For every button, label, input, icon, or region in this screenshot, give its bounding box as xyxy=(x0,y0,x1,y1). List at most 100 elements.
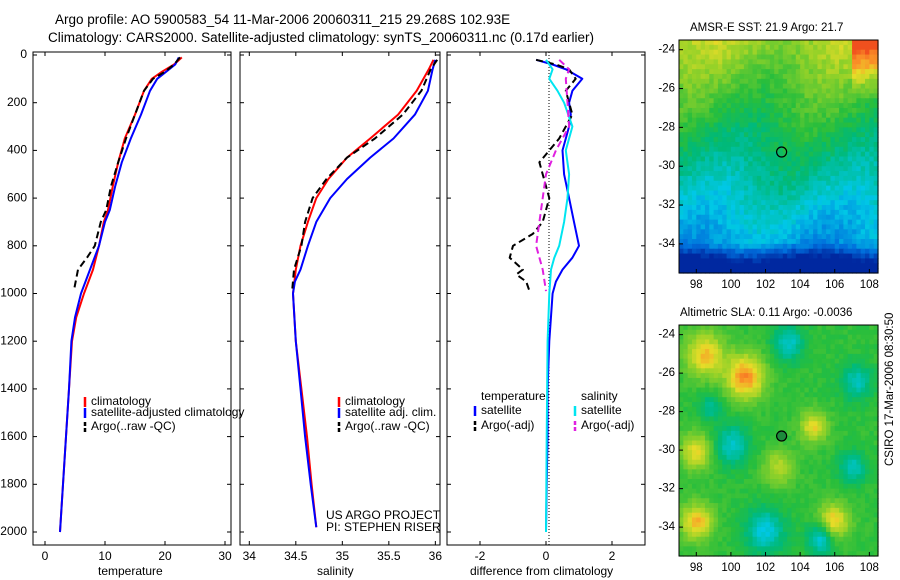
map-cell xyxy=(782,464,788,470)
map-cell xyxy=(679,546,684,552)
map-cell xyxy=(730,344,736,350)
map-cell xyxy=(821,392,827,398)
map-cell xyxy=(730,190,736,196)
map-cell xyxy=(795,112,801,119)
map-cell xyxy=(709,258,715,264)
map-cell xyxy=(700,54,706,61)
map-cell xyxy=(791,402,797,408)
map-cell xyxy=(717,107,723,114)
map-cell xyxy=(860,416,866,422)
map-cell xyxy=(726,334,732,341)
map-cell xyxy=(860,353,866,360)
map-cell xyxy=(808,358,814,365)
map-cell xyxy=(709,387,715,393)
map-cell xyxy=(830,503,836,509)
map-cell xyxy=(800,93,806,99)
map-cell xyxy=(761,161,767,167)
map-cell xyxy=(821,83,827,90)
map-cell xyxy=(860,137,866,143)
map-cell xyxy=(722,78,728,85)
map-cell xyxy=(704,112,710,119)
map-cell xyxy=(709,488,715,495)
map-cell xyxy=(683,44,689,51)
map-cell xyxy=(709,522,715,528)
map-cell xyxy=(752,363,758,369)
map-cell xyxy=(800,59,806,65)
map-cell xyxy=(756,243,762,250)
map-cell xyxy=(817,353,823,360)
map-cell xyxy=(834,435,840,442)
map-cell xyxy=(691,498,697,504)
map-cell xyxy=(869,146,875,153)
map-cell xyxy=(748,248,754,255)
map-cell xyxy=(687,59,693,65)
map-cell xyxy=(873,397,879,403)
map-cell xyxy=(735,268,741,274)
map-cell xyxy=(830,127,836,133)
map-cell xyxy=(865,373,870,379)
map-cell xyxy=(843,406,849,413)
map-cell xyxy=(765,64,771,70)
map-cell xyxy=(782,469,788,475)
map-cell xyxy=(774,334,780,341)
map-cell xyxy=(865,117,870,124)
map-cell xyxy=(722,258,728,264)
map-cell xyxy=(804,498,810,504)
map-cell xyxy=(774,88,780,94)
map-cell xyxy=(683,93,689,99)
map-cell xyxy=(843,373,849,379)
map-cell xyxy=(700,49,706,56)
map-cell xyxy=(769,103,775,109)
map-cell xyxy=(717,531,723,538)
map-cell xyxy=(717,445,723,451)
map-cell xyxy=(752,219,758,226)
map-cell xyxy=(696,402,702,408)
map-cell xyxy=(687,450,693,456)
map-cell xyxy=(726,78,732,85)
map-cell xyxy=(791,334,797,341)
map-cell xyxy=(860,141,866,148)
map-cell xyxy=(843,146,849,153)
map-cell xyxy=(722,325,728,331)
map-cell xyxy=(808,392,814,398)
map-cell xyxy=(860,258,866,264)
map-cell xyxy=(782,224,788,230)
map-cell xyxy=(869,430,875,437)
map-cell xyxy=(795,435,801,442)
map-cell xyxy=(717,54,723,61)
map-cell xyxy=(700,546,706,552)
map-cell xyxy=(782,325,788,331)
map-cell xyxy=(813,146,819,153)
map-cell xyxy=(752,54,758,61)
map-cell xyxy=(834,488,840,495)
map-cell xyxy=(679,137,684,143)
map-cell xyxy=(778,83,784,90)
map-cell xyxy=(800,406,806,413)
map-cell xyxy=(782,44,788,51)
map-cell xyxy=(739,171,745,177)
map-cell xyxy=(756,190,762,196)
map-cell xyxy=(813,503,819,509)
map-cell xyxy=(839,175,844,182)
map-cell xyxy=(704,263,710,269)
map-cell xyxy=(843,512,849,519)
map-cell xyxy=(761,166,767,172)
map-cell xyxy=(722,209,728,216)
map-cell xyxy=(865,474,870,480)
map-cell xyxy=(774,268,780,274)
map-cell xyxy=(856,40,862,46)
map-cell xyxy=(726,392,732,398)
map-cell xyxy=(782,392,788,398)
map-cell xyxy=(800,171,806,177)
map-cell xyxy=(852,103,857,109)
map-cell xyxy=(761,536,767,543)
map-cell xyxy=(860,358,866,365)
map-cell xyxy=(752,546,758,552)
map-cell xyxy=(813,122,819,128)
map-cell xyxy=(756,464,762,470)
map-cell xyxy=(800,454,806,461)
map-cell xyxy=(839,263,844,269)
map-cell xyxy=(843,107,849,114)
map-cell xyxy=(769,64,775,70)
map-cell xyxy=(847,88,853,94)
